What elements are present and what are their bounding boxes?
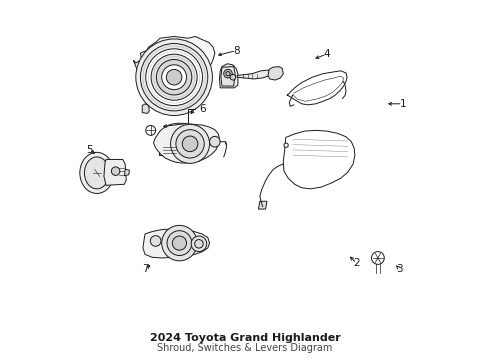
Text: 1: 1: [399, 99, 406, 109]
Polygon shape: [220, 64, 238, 88]
Text: 5: 5: [86, 145, 92, 155]
Circle shape: [141, 44, 208, 111]
Polygon shape: [104, 159, 126, 185]
Polygon shape: [124, 169, 129, 176]
Circle shape: [162, 225, 197, 261]
Text: 7: 7: [143, 264, 149, 274]
Circle shape: [166, 69, 182, 85]
Circle shape: [176, 130, 204, 158]
Polygon shape: [258, 201, 267, 209]
Circle shape: [146, 49, 202, 105]
Circle shape: [230, 75, 236, 80]
Polygon shape: [221, 67, 235, 86]
Circle shape: [171, 124, 210, 163]
Text: 8: 8: [233, 46, 240, 56]
Circle shape: [284, 143, 288, 147]
Text: 2: 2: [353, 258, 360, 268]
FancyBboxPatch shape: [159, 139, 179, 155]
Circle shape: [226, 72, 230, 76]
Polygon shape: [268, 67, 283, 80]
Polygon shape: [143, 229, 210, 258]
Circle shape: [136, 39, 212, 116]
Text: 6: 6: [199, 104, 206, 114]
Circle shape: [182, 136, 198, 152]
Polygon shape: [283, 130, 355, 189]
Circle shape: [150, 236, 161, 246]
Ellipse shape: [84, 157, 109, 189]
Text: 4: 4: [323, 49, 330, 59]
Circle shape: [111, 167, 120, 175]
Polygon shape: [142, 104, 149, 113]
Text: 3: 3: [396, 264, 402, 274]
Circle shape: [195, 239, 203, 248]
Circle shape: [172, 236, 187, 250]
Polygon shape: [237, 70, 271, 79]
Polygon shape: [133, 36, 215, 89]
Circle shape: [371, 252, 384, 264]
Text: 2024 Toyota Grand Highlander: 2024 Toyota Grand Highlander: [149, 333, 341, 343]
Polygon shape: [153, 123, 220, 163]
Circle shape: [151, 54, 197, 100]
Circle shape: [191, 236, 207, 252]
Circle shape: [146, 125, 156, 135]
Circle shape: [224, 69, 232, 78]
Circle shape: [156, 59, 192, 95]
Polygon shape: [287, 71, 347, 105]
Circle shape: [162, 65, 187, 90]
Ellipse shape: [80, 152, 114, 193]
Circle shape: [210, 136, 220, 147]
Circle shape: [167, 231, 192, 256]
Text: Shroud, Switches & Levers Diagram: Shroud, Switches & Levers Diagram: [157, 343, 333, 354]
